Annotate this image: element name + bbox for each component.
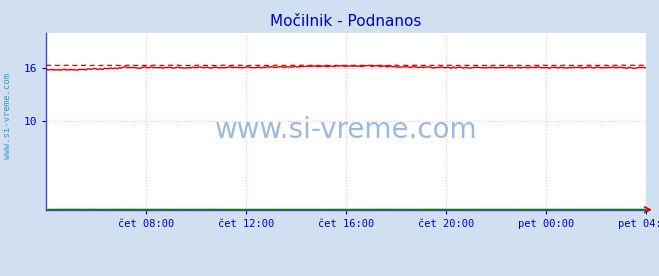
Text: www.si-vreme.com: www.si-vreme.com — [215, 116, 477, 144]
Title: Močilnik - Podnanos: Močilnik - Podnanos — [270, 14, 422, 29]
Text: www.si-vreme.com: www.si-vreme.com — [3, 73, 13, 159]
